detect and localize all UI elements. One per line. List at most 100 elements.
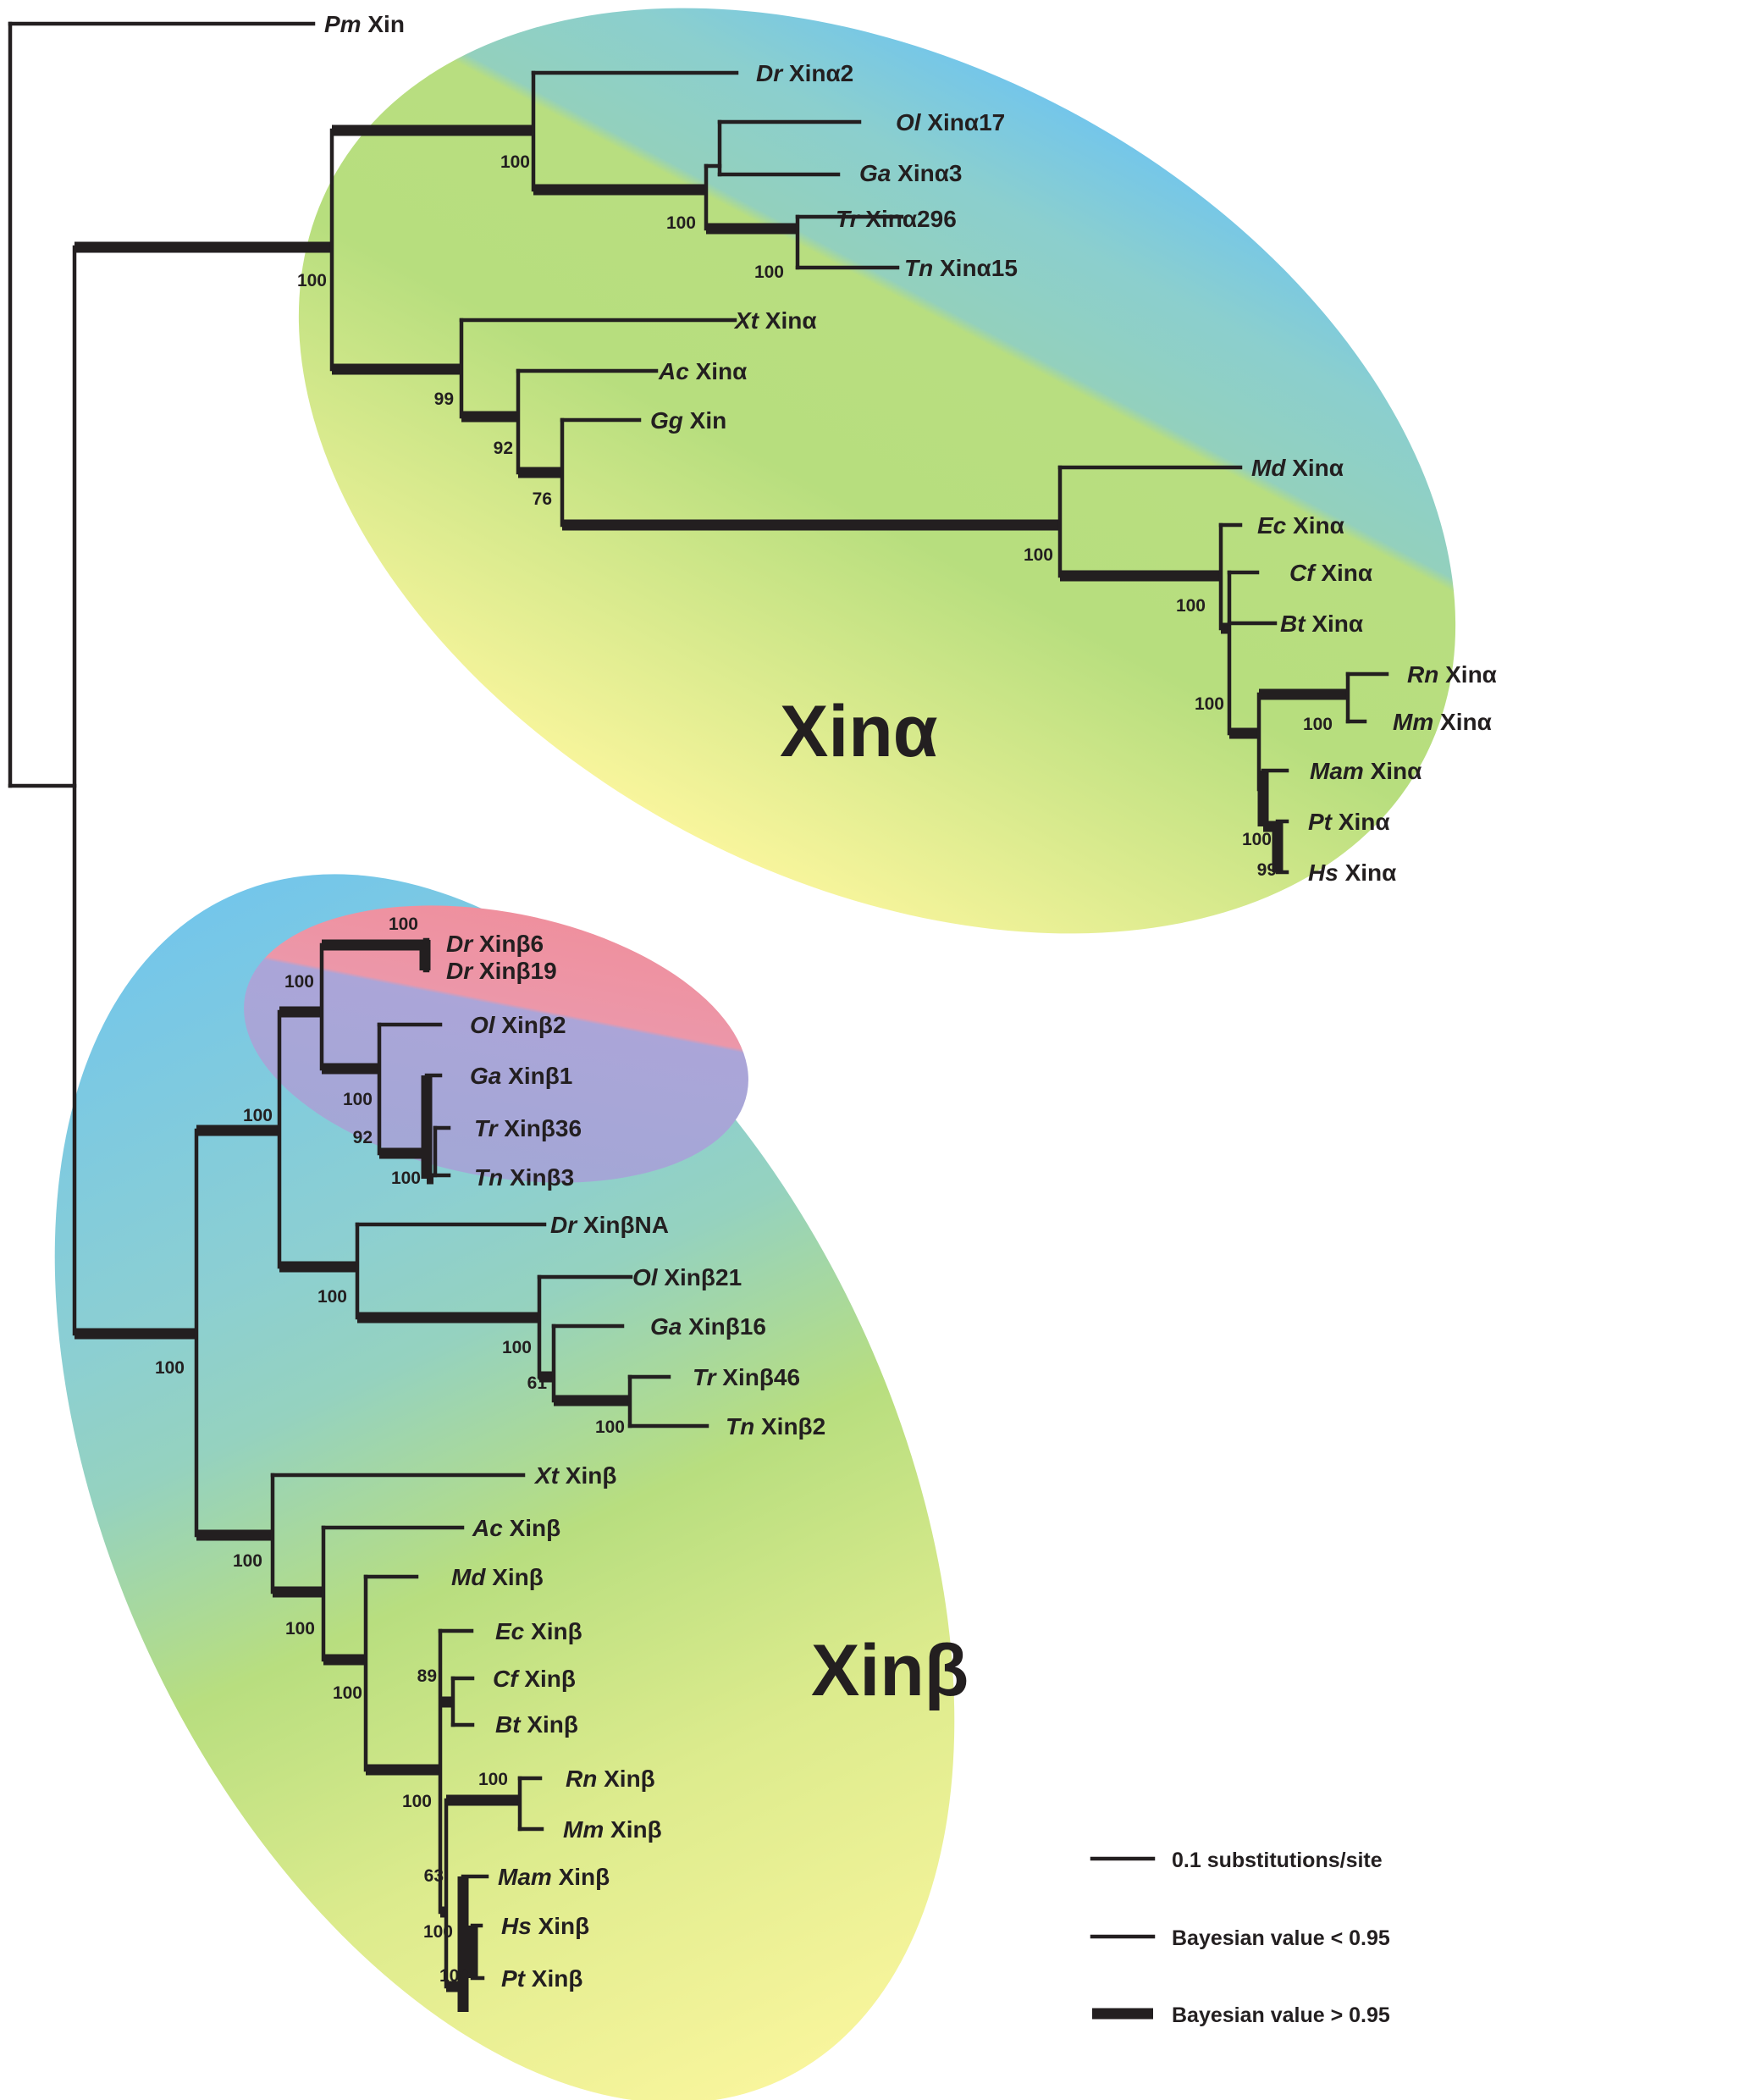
species-abbrev: Dr bbox=[756, 60, 784, 86]
species-abbrev: Bt bbox=[495, 1711, 522, 1738]
support-value-s_fishB: 92 bbox=[353, 1128, 373, 1147]
support-value-s_hsptb: 100 bbox=[423, 1922, 453, 1942]
tree-branches bbox=[8, 21, 1389, 2012]
leaf-label-a12: Bt Xinα bbox=[1280, 611, 1363, 637]
leaf-label-pm: Pm Xin bbox=[324, 11, 405, 37]
support-value-s_perc: 100 bbox=[343, 1090, 373, 1109]
leaf-label-b1: Dr Xinβ6 bbox=[446, 931, 544, 957]
leaf-label-b5: Tr Xinβ36 bbox=[474, 1115, 582, 1141]
species-abbrev: Dr bbox=[446, 958, 474, 984]
leaf-label-b2: Dr Xinβ19 bbox=[446, 958, 557, 984]
support-value-s_trtnb2: 100 bbox=[595, 1418, 625, 1437]
support-value-s_drna: 100 bbox=[317, 1287, 347, 1307]
leaf-label-a11: Cf Xinα bbox=[1289, 560, 1372, 586]
species-abbrev: Tr bbox=[693, 1364, 718, 1390]
gene-name: Xinα bbox=[1364, 758, 1422, 784]
support-value-s_rnmm_a: 100 bbox=[1303, 715, 1333, 734]
species-abbrev: Gg bbox=[650, 407, 683, 434]
species-abbrev: Ga bbox=[859, 160, 891, 186]
leaf-label-a16: Pt Xinα bbox=[1308, 809, 1390, 835]
species-abbrev: Mam bbox=[498, 1864, 552, 1890]
leaf-label-a4: Tr Xinα296 bbox=[836, 206, 957, 232]
gene-name: Xinβ bbox=[525, 1965, 582, 1992]
leaf-label-b16: Cf Xinβ bbox=[493, 1666, 576, 1692]
species-abbrev: Pm bbox=[324, 11, 362, 37]
species-abbrev: Md bbox=[451, 1564, 486, 1590]
leaf-label-a9: Md Xinα bbox=[1251, 455, 1344, 481]
species-abbrev: Ol bbox=[632, 1264, 659, 1290]
species-abbrev: Md bbox=[1251, 455, 1286, 481]
leaf-label-b21: Hs Xinβ bbox=[501, 1913, 589, 1939]
gene-name: Xinα2 bbox=[782, 60, 853, 86]
gene-name: Xin bbox=[362, 11, 405, 37]
species-abbrev: Tr bbox=[474, 1115, 500, 1141]
leaf-label-b19: Mm Xinβ bbox=[563, 1816, 662, 1843]
support-value-s_primb: 63 bbox=[424, 1866, 444, 1886]
support-value-s_mam_a: 100 bbox=[1024, 545, 1053, 565]
gene-name: Xinα bbox=[1433, 709, 1492, 735]
species-abbrev: Ac bbox=[472, 1515, 503, 1541]
xin-alpha-clade-ellipse bbox=[298, 8, 1456, 934]
legend-high-support-label: Bayesian value > 0.95 bbox=[1172, 2003, 1390, 2027]
legend-low-support-label: Bayesian value < 0.95 bbox=[1172, 1926, 1390, 1950]
species-abbrev: Xt bbox=[733, 307, 760, 334]
leaf-label-b4: Ga Xinβ1 bbox=[470, 1063, 572, 1089]
gene-name: Xinβ bbox=[597, 1766, 654, 1792]
leaf-label-b18: Rn Xinβ bbox=[566, 1766, 655, 1792]
leaf-label-b10: Tr Xinβ46 bbox=[693, 1364, 800, 1390]
gene-name: Xinβ bbox=[518, 1666, 576, 1692]
support-value-s_tet_a: 99 bbox=[434, 390, 454, 409]
leaf-label-a7: Ac Xinα bbox=[658, 358, 747, 384]
gene-name: Xinβ6 bbox=[472, 931, 544, 957]
clade-label-xin-beta: Xinβ bbox=[811, 1630, 969, 1711]
support-value-s_amnb: 100 bbox=[285, 1619, 315, 1639]
gene-name: Xinα bbox=[1332, 809, 1390, 835]
gene-name: Xinα bbox=[689, 358, 748, 384]
gene-name: Xinα bbox=[1306, 611, 1364, 637]
support-value-s_root_a: 100 bbox=[297, 271, 327, 290]
leaf-label-a1: Dr Xinα2 bbox=[756, 60, 853, 86]
support-value-s_drb: 100 bbox=[389, 915, 418, 934]
gene-name: Xinβ bbox=[559, 1462, 616, 1489]
leaf-label-b3: Ol Xinβ2 bbox=[470, 1012, 566, 1038]
species-abbrev: Tn bbox=[474, 1164, 503, 1191]
gene-name: Xinα bbox=[1438, 661, 1497, 688]
support-value-s_trtn_a: 100 bbox=[754, 262, 784, 282]
leaf-label-a3: Ga Xinα3 bbox=[859, 160, 962, 186]
species-abbrev: Dr bbox=[550, 1212, 578, 1238]
species-abbrev: Tr bbox=[836, 206, 861, 232]
gene-name: Xinβ19 bbox=[472, 958, 557, 984]
support-value-s_b21: 100 bbox=[502, 1338, 532, 1357]
gene-name: Xinβ bbox=[532, 1913, 589, 1939]
leaf-label-a8: Gg Xin bbox=[650, 407, 726, 434]
leaf-label-b11: Tn Xinβ2 bbox=[726, 1413, 825, 1440]
leaf-label-a5: Tn Xinα15 bbox=[904, 255, 1018, 281]
species-abbrev: Mam bbox=[1310, 758, 1364, 784]
gene-name: Xinα15 bbox=[933, 255, 1018, 281]
gene-name: Xinβ21 bbox=[658, 1264, 743, 1290]
species-abbrev: Ol bbox=[470, 1012, 496, 1038]
legend-scale-label: 0.1 substitutions/site bbox=[1172, 1849, 1383, 1872]
leaf-label-b8: Ol Xinβ21 bbox=[632, 1264, 742, 1290]
species-abbrev: Hs bbox=[1308, 859, 1339, 886]
gene-name: Xinβ46 bbox=[716, 1364, 801, 1390]
leaf-label-b13: Ac Xinβ bbox=[472, 1515, 560, 1541]
gene-name: Xinβ bbox=[552, 1864, 610, 1890]
gene-name: Xinα bbox=[1286, 512, 1344, 539]
leaf-label-b9: Ga Xinβ16 bbox=[650, 1313, 766, 1340]
gene-name: Xinβ2 bbox=[754, 1413, 825, 1440]
species-abbrev: Ol bbox=[896, 109, 922, 135]
support-values: 100 100 100 100 99 92 76 100 100 100 100 100 99 100 10… bbox=[155, 152, 1333, 1986]
fish-xin-beta-subclade-ellipse bbox=[244, 905, 748, 1183]
leaf-label-b14: Md Xinβ bbox=[451, 1564, 544, 1590]
support-value-s_tetb: 100 bbox=[233, 1551, 262, 1571]
gene-name: Xinα bbox=[759, 307, 817, 334]
gene-name: XinβNA bbox=[577, 1212, 669, 1238]
species-abbrev: Cf bbox=[1289, 560, 1317, 586]
leaf-label-b22: Pt Xinβ bbox=[501, 1965, 582, 1992]
species-abbrev: Tn bbox=[726, 1413, 754, 1440]
species-abbrev: Mm bbox=[563, 1816, 604, 1843]
gene-name: Xinα bbox=[1315, 560, 1373, 586]
support-value-s_fishb: 100 bbox=[284, 972, 314, 992]
